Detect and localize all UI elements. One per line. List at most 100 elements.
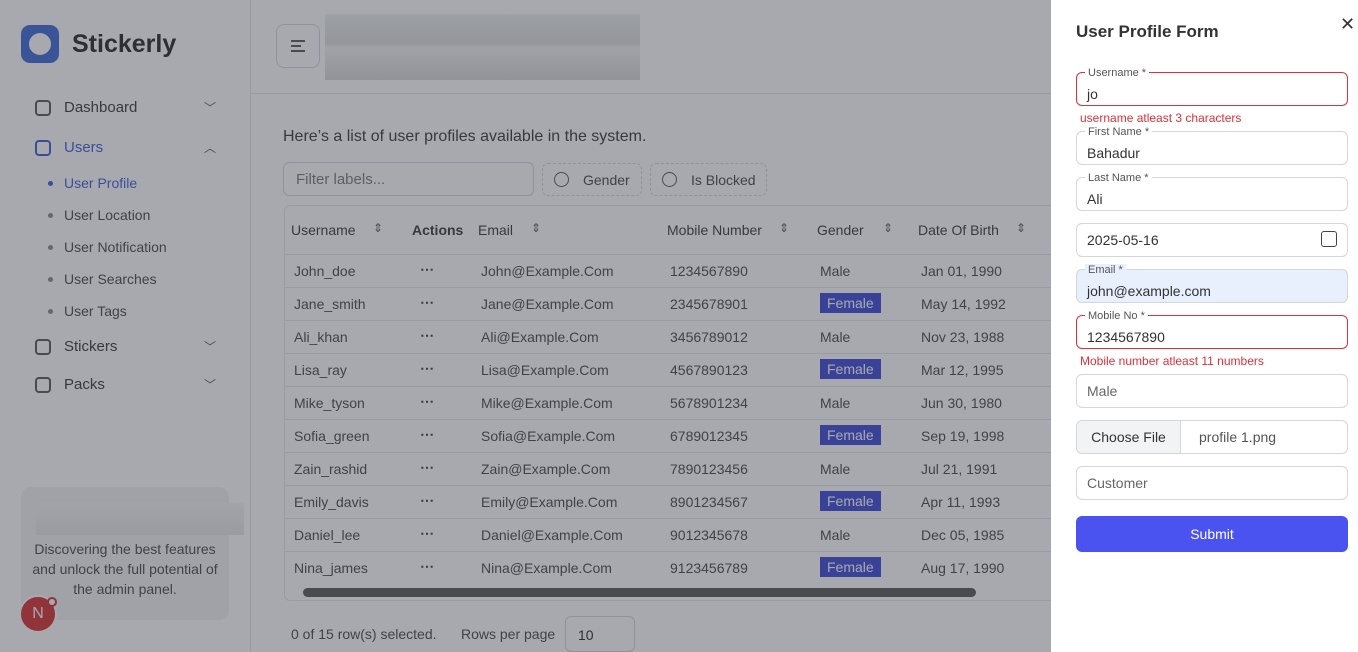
submit-button[interactable]: Submit (1076, 516, 1348, 552)
cell: Apr 11, 1993 (921, 494, 1001, 510)
table: Username ⇕ Actions Email ⇕ Mobile Number ⇕ Gend… (284, 205, 1051, 601)
sort-icon[interactable]: ⇕ (1016, 221, 1027, 235)
overlay[interactable] (0, 0, 1051, 652)
actions-button[interactable]: ⋯ (420, 327, 434, 343)
actions-button[interactable]: ⋯ (420, 426, 434, 442)
form-field[interactable]: Username * jo (1076, 67, 1348, 106)
cell: 6789012345 (670, 428, 748, 444)
form-field[interactable]: 2025-05-16 (1076, 223, 1348, 257)
cell: Ali@Example.Com (481, 329, 599, 345)
row-divider (285, 518, 1051, 519)
actions-button[interactable]: ⋯ (420, 261, 434, 277)
cell: Mike_tyson (294, 395, 365, 411)
field-placeholder: Male (1087, 383, 1118, 399)
gender-badge: Male (820, 329, 851, 345)
form-title: User Profile Form (1076, 22, 1219, 41)
row-divider (285, 353, 1051, 354)
form-field[interactable]: Last Name * Ali (1076, 172, 1348, 211)
sub-nav-item[interactable]: User Profile (64, 175, 138, 191)
actions-button[interactable]: ⋯ (420, 525, 434, 541)
sort-icon[interactable]: ⇕ (883, 221, 894, 235)
actions-button[interactable]: ⋯ (420, 393, 434, 409)
form-field[interactable]: Male (1076, 374, 1348, 408)
logo (21, 25, 59, 63)
column-header[interactable]: Email (478, 222, 514, 238)
header-image (325, 14, 640, 80)
field-label: Last Name * (1085, 172, 1152, 184)
filter-input[interactable]: Filter labels... (283, 162, 534, 196)
actions-button[interactable]: ⋯ (420, 360, 434, 376)
row-divider (285, 419, 1051, 420)
cell: 3456789012 (670, 329, 748, 345)
column-header[interactable]: Date Of Birth (918, 222, 999, 238)
actions-button[interactable]: ⋯ (420, 492, 434, 508)
row-divider (285, 452, 1051, 453)
promo-text: Discovering the best features and unlock… (32, 541, 218, 597)
scrollbar-thumb[interactable] (303, 588, 976, 597)
column-header[interactable]: Username (291, 222, 356, 238)
sidebar: Stickerly Discovering the best features … (0, 0, 251, 652)
chevron: ︿ (204, 141, 217, 155)
field-value: Bahadur (1087, 145, 1140, 161)
sub-nav-item[interactable]: User Searches (64, 271, 157, 287)
cell: Ali_khan (294, 329, 348, 345)
cell: Jan 01, 1990 (921, 263, 1002, 279)
row-divider (285, 386, 1051, 387)
field-value: 1234567890 (1087, 329, 1165, 345)
cell: Nina@Example.Com (481, 560, 612, 576)
cell: Mar 12, 1995 (921, 362, 1004, 378)
cell: May 14, 1992 (921, 296, 1006, 312)
nav-item[interactable]: Users (64, 139, 104, 156)
cell: 2345678901 (670, 296, 748, 312)
menu-button[interactable] (276, 24, 320, 68)
sort-icon[interactable]: ⇕ (373, 221, 384, 235)
actions-button[interactable]: ⋯ (420, 294, 434, 310)
form-field[interactable]: Mobile No * 1234567890 (1076, 310, 1348, 349)
actions-button[interactable]: ⋯ (420, 459, 434, 475)
form-field[interactable]: Choose File profile 1.png (1076, 420, 1348, 454)
sort-icon[interactable]: ⇕ (531, 221, 542, 235)
form-field[interactable]: First Name * Bahadur (1076, 126, 1348, 165)
cell: Sep 19, 1998 (921, 428, 1005, 444)
close-button[interactable]: ✕ (1340, 14, 1356, 34)
nav-icon (35, 377, 51, 393)
cell: Jul 21, 1991 (921, 461, 998, 477)
chevron: ﹀ (204, 378, 217, 392)
sort-icon[interactable]: ⇕ (779, 221, 790, 235)
cell: John@Example.Com (481, 263, 614, 279)
form-field[interactable]: Email * john@example.com (1076, 264, 1348, 303)
column-header[interactable]: Mobile Number (667, 222, 762, 238)
column-header: Actions (412, 222, 464, 238)
actions-button[interactable]: ⋯ (420, 558, 434, 574)
column-header[interactable]: Gender (817, 222, 864, 238)
calendar-icon[interactable] (1321, 231, 1337, 247)
filter-button[interactable]: Is Blocked (650, 163, 767, 196)
cell: 9012345678 (670, 527, 748, 543)
cell: Lisa_ray (294, 362, 347, 378)
sub-nav-item[interactable]: User Location (64, 207, 151, 223)
status-dot (47, 597, 57, 607)
field-value: 2025-05-16 (1087, 232, 1159, 248)
file-button[interactable]: Choose File (1077, 421, 1181, 453)
nav-item[interactable]: Packs (64, 376, 105, 393)
gender-badge: Female (820, 557, 881, 577)
gender-badge: Male (820, 527, 851, 543)
nav-item[interactable]: Stickers (64, 338, 118, 355)
bullet (48, 213, 53, 218)
field-error: Mobile number atleast 11 numbers (1080, 354, 1264, 368)
chevron: ﹀ (204, 340, 217, 354)
nav-icon (35, 100, 51, 116)
cell: 4567890123 (670, 362, 748, 378)
nav-item[interactable]: Dashboard (64, 99, 138, 116)
filter-button[interactable]: Gender (542, 163, 642, 196)
sub-nav-item[interactable]: User Notification (64, 239, 167, 255)
cell: Sofia_green (294, 428, 370, 444)
main: Here’s a list of user profiles available… (251, 94, 1051, 652)
brand: Stickerly (72, 30, 177, 58)
plus-icon (662, 172, 677, 187)
sub-nav-item[interactable]: User Tags (64, 303, 127, 319)
selection-count: 0 of 15 row(s) selected. (291, 626, 437, 642)
gender-badge: Female (820, 293, 881, 313)
form-field[interactable]: Customer (1076, 466, 1348, 500)
